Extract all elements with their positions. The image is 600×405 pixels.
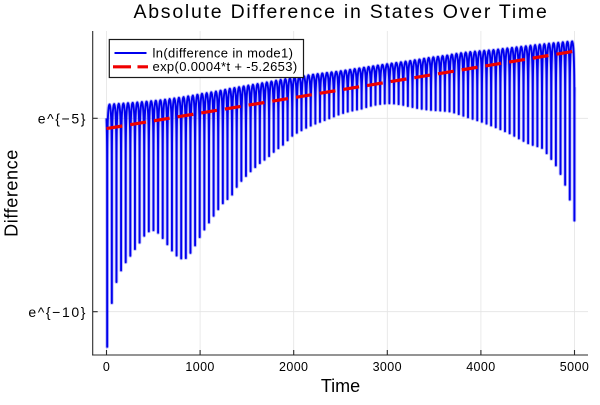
svg-text:5000: 5000 [560, 360, 589, 374]
svg-text:3000: 3000 [373, 360, 402, 374]
svg-text:e^{−5}: e^{−5} [38, 110, 87, 126]
svg-text:1000: 1000 [185, 360, 214, 374]
svg-text:2000: 2000 [279, 360, 308, 374]
svg-text:Absolute Difference in States: Absolute Difference in States Over Time [133, 1, 548, 23]
svg-text:e^{−10}: e^{−10} [28, 304, 87, 320]
svg-text:0: 0 [103, 360, 110, 374]
svg-text:ln(difference in mode1): ln(difference in mode1) [153, 45, 294, 60]
svg-text:4000: 4000 [466, 360, 495, 374]
svg-text:Time: Time [321, 376, 360, 396]
svg-text:Difference: Difference [2, 149, 22, 237]
svg-text:exp(0.0004*t + -5.2653): exp(0.0004*t + -5.2653) [153, 59, 298, 74]
